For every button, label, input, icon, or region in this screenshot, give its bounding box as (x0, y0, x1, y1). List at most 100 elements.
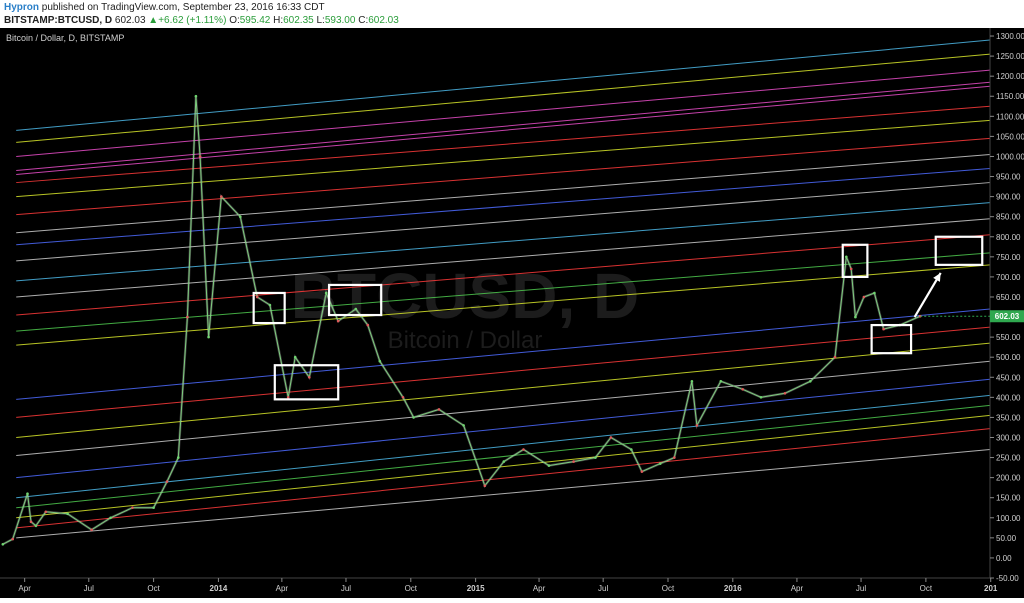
time-axis-ticks: Apr Jul Oct 2014 Apr Jul Oct 2015 Apr Jul Oct 2016 A… (18, 578, 998, 593)
y-tick-label: 1200.00 (996, 72, 1024, 81)
y-tick-label: 1250.00 (996, 52, 1024, 61)
up-triangle-icon: ▲ (148, 15, 159, 26)
y-tick-label: 150.00 (996, 494, 1021, 503)
price-point (90, 528, 93, 532)
channel-line (16, 326, 991, 418)
x-tick-label: Oct (147, 584, 160, 593)
y-tick-label: 350.00 (996, 413, 1021, 422)
channel-line (16, 85, 991, 176)
price-point (609, 436, 613, 439)
channel-line (16, 378, 991, 479)
y-tick-label: 1150.00 (996, 92, 1024, 101)
channel-line (16, 264, 991, 346)
low-label: L: (316, 15, 325, 26)
price-point (268, 303, 272, 307)
price-point (673, 456, 676, 459)
price-point (849, 267, 853, 271)
x-tick-label: Jul (856, 584, 866, 593)
x-tick-label: Oct (662, 584, 675, 593)
arrow-shaft (913, 272, 942, 318)
price-point (293, 355, 297, 359)
channel-line (16, 394, 991, 499)
low-value: 593.00 (324, 15, 356, 26)
chart-title: Bitcoin / Dollar, D, BITSTAMP (6, 33, 124, 43)
price-point (308, 376, 311, 379)
annotation-box[interactable] (934, 235, 984, 266)
last-price-badge (990, 310, 1024, 323)
annotation-box[interactable] (273, 364, 340, 401)
price-point (11, 537, 14, 541)
symbol-label: BITSTAMP:BTCUSD, D (4, 15, 113, 26)
price-point (719, 380, 723, 383)
y-tick-label: 50.00 (996, 534, 1017, 543)
y-tick-label: 200.00 (996, 474, 1021, 483)
price-value: 602.03 (114, 15, 146, 26)
chart-area[interactable]: BTCUSD, D Bitcoin / Dollar -50.00 0.00 50.… (0, 28, 1024, 598)
y-tick-label: 450.00 (996, 373, 1021, 382)
price-point (29, 520, 33, 524)
annotation-box[interactable] (252, 291, 286, 325)
price-point (882, 327, 885, 331)
price-point (462, 424, 465, 427)
author-name[interactable]: Hypron (4, 2, 39, 13)
arrow-head-icon (933, 272, 941, 282)
price-point (186, 315, 189, 319)
x-tick-label: Oct (405, 584, 418, 593)
price-point (207, 335, 210, 339)
x-tick-label: 2014 (210, 584, 228, 593)
price-axis-ticks: -50.00 0.00 50.00 100.00 150.00 200.00 250.00 3… (990, 32, 1024, 583)
price-point (239, 215, 242, 218)
channel-line (16, 119, 991, 198)
publish-info: published on TradingView.com, September … (41, 2, 325, 13)
price-point (783, 392, 787, 395)
y-tick-label: 250.00 (996, 454, 1021, 463)
price-point (152, 506, 155, 510)
open-value: 595.42 (239, 15, 271, 26)
price-chart[interactable]: BTCUSD, D Bitcoin / Dollar -50.00 0.00 50.… (0, 28, 1024, 598)
y-tick-label: 1000.00 (996, 152, 1024, 161)
annotation-box[interactable] (841, 243, 869, 279)
price-point (630, 448, 633, 451)
last-price-label: 602.03 (995, 312, 1020, 321)
y-tick-label: 650.00 (996, 293, 1021, 302)
channel-line (16, 360, 991, 457)
channel-lines (16, 39, 991, 539)
x-tick-label: Jul (598, 584, 608, 593)
x-tick-label: Jul (84, 584, 94, 593)
y-tick-label: 0.00 (996, 554, 1012, 563)
channel-line (16, 218, 991, 298)
price-point (522, 448, 525, 451)
y-tick-label: 1050.00 (996, 132, 1024, 141)
channel-line (16, 81, 991, 172)
price-line (2, 96, 921, 545)
price-point (572, 460, 575, 463)
y-tick-label: 500.00 (996, 353, 1021, 362)
price-point (502, 460, 506, 463)
channel-line (16, 153, 991, 234)
price-point (324, 291, 328, 295)
price-point (198, 155, 202, 158)
price-point (918, 314, 922, 318)
price-point (26, 492, 29, 496)
annotation-box[interactable] (327, 283, 383, 317)
x-tick-label: Apr (791, 584, 804, 593)
annotation-box[interactable] (870, 323, 913, 355)
y-tick-label: 100.00 (996, 514, 1021, 523)
price-point (690, 380, 694, 383)
y-tick-label: 1300.00 (996, 32, 1024, 41)
y-tick-label: 1100.00 (996, 112, 1024, 121)
x-tick-label: 2015 (467, 584, 485, 593)
price-point (640, 470, 644, 473)
price-point (354, 307, 358, 311)
channel-line (16, 414, 991, 519)
price-point (378, 359, 382, 363)
x-tick-label: Apr (18, 584, 31, 593)
price-point (845, 255, 848, 259)
price-point (194, 94, 198, 98)
channel-line (16, 234, 991, 316)
watermark-symbol: BTCUSD, D (291, 260, 639, 332)
price-point (336, 319, 340, 323)
channel-line (16, 342, 991, 438)
price-point (873, 291, 876, 295)
chart-header: Hypron published on TradingView.com, Sep… (0, 0, 1024, 28)
